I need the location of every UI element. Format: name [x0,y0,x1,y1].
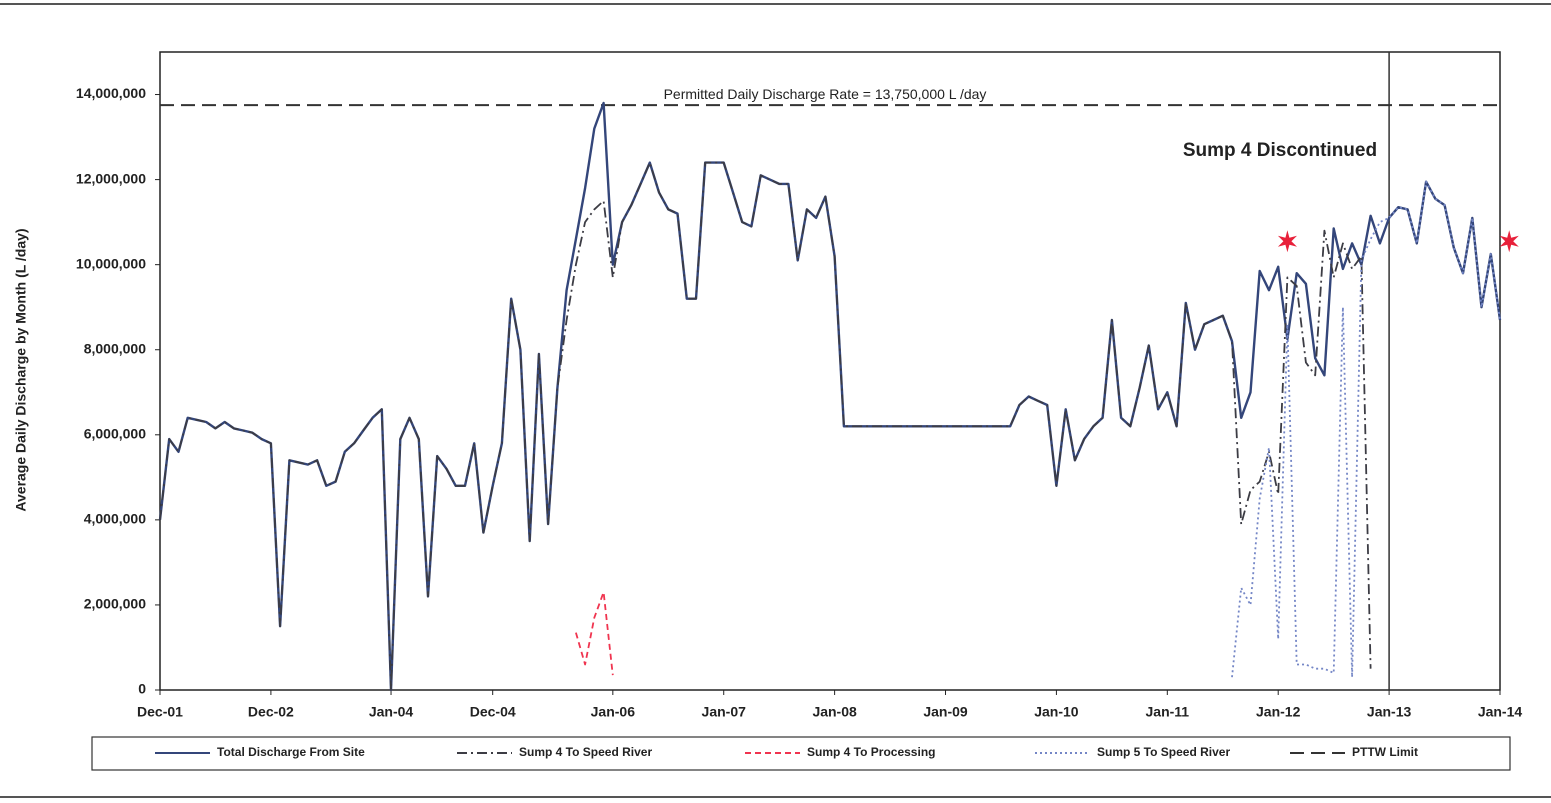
star-marker [1277,230,1297,253]
x-tick-label: Jan-06 [591,704,636,720]
legend-label: Sump 5 To Speed River [1097,745,1230,759]
x-tick-label: Jan-07 [702,704,747,720]
y-tick-label: 8,000,000 [84,340,146,356]
x-tick-label: Dec-02 [248,704,294,720]
legend-label: Sump 4 To Processing [807,745,935,759]
series-line [575,591,614,676]
y-axis-title: Average Daily Discharge by Month (L /day… [13,228,29,511]
y-tick-label: 4,000,000 [84,511,146,527]
legend-label: Sump 4 To Speed River [519,745,652,759]
x-tick-label: Jan-08 [812,704,857,720]
y-tick-label: 10,000,000 [76,255,146,271]
x-tick-label: Jan-11 [1146,704,1190,720]
x-tick-label: Jan-09 [923,704,968,720]
x-tick-label: Jan-10 [1034,704,1079,720]
y-tick-label: 12,000,000 [76,170,146,186]
y-tick-label: 0 [138,681,146,697]
legend-label: Total Discharge From Site [217,745,365,759]
x-tick-label: Jan-14 [1478,704,1523,720]
y-tick-label: 6,000,000 [84,426,146,442]
x-tick-label: Jan-12 [1256,704,1301,720]
x-tick-label: Jan-04 [369,704,414,720]
series-line [159,161,1372,691]
y-tick-label: 14,000,000 [76,85,146,101]
x-tick-label: Dec-01 [137,704,183,720]
series-line [158,101,1502,692]
y-tick-label: 2,000,000 [84,596,146,612]
vertical-label: Sump 4 Discontinued [1183,140,1377,161]
legend-box [91,736,1511,771]
reference-label: Permitted Daily Discharge Rate = 13,750,… [664,86,987,102]
plot-frame [159,51,1501,691]
star-marker [1499,230,1519,253]
x-tick-label: Dec-04 [470,704,516,720]
legend-label: PTTW Limit [1352,745,1418,759]
x-tick-label: Jan-13 [1367,704,1412,720]
